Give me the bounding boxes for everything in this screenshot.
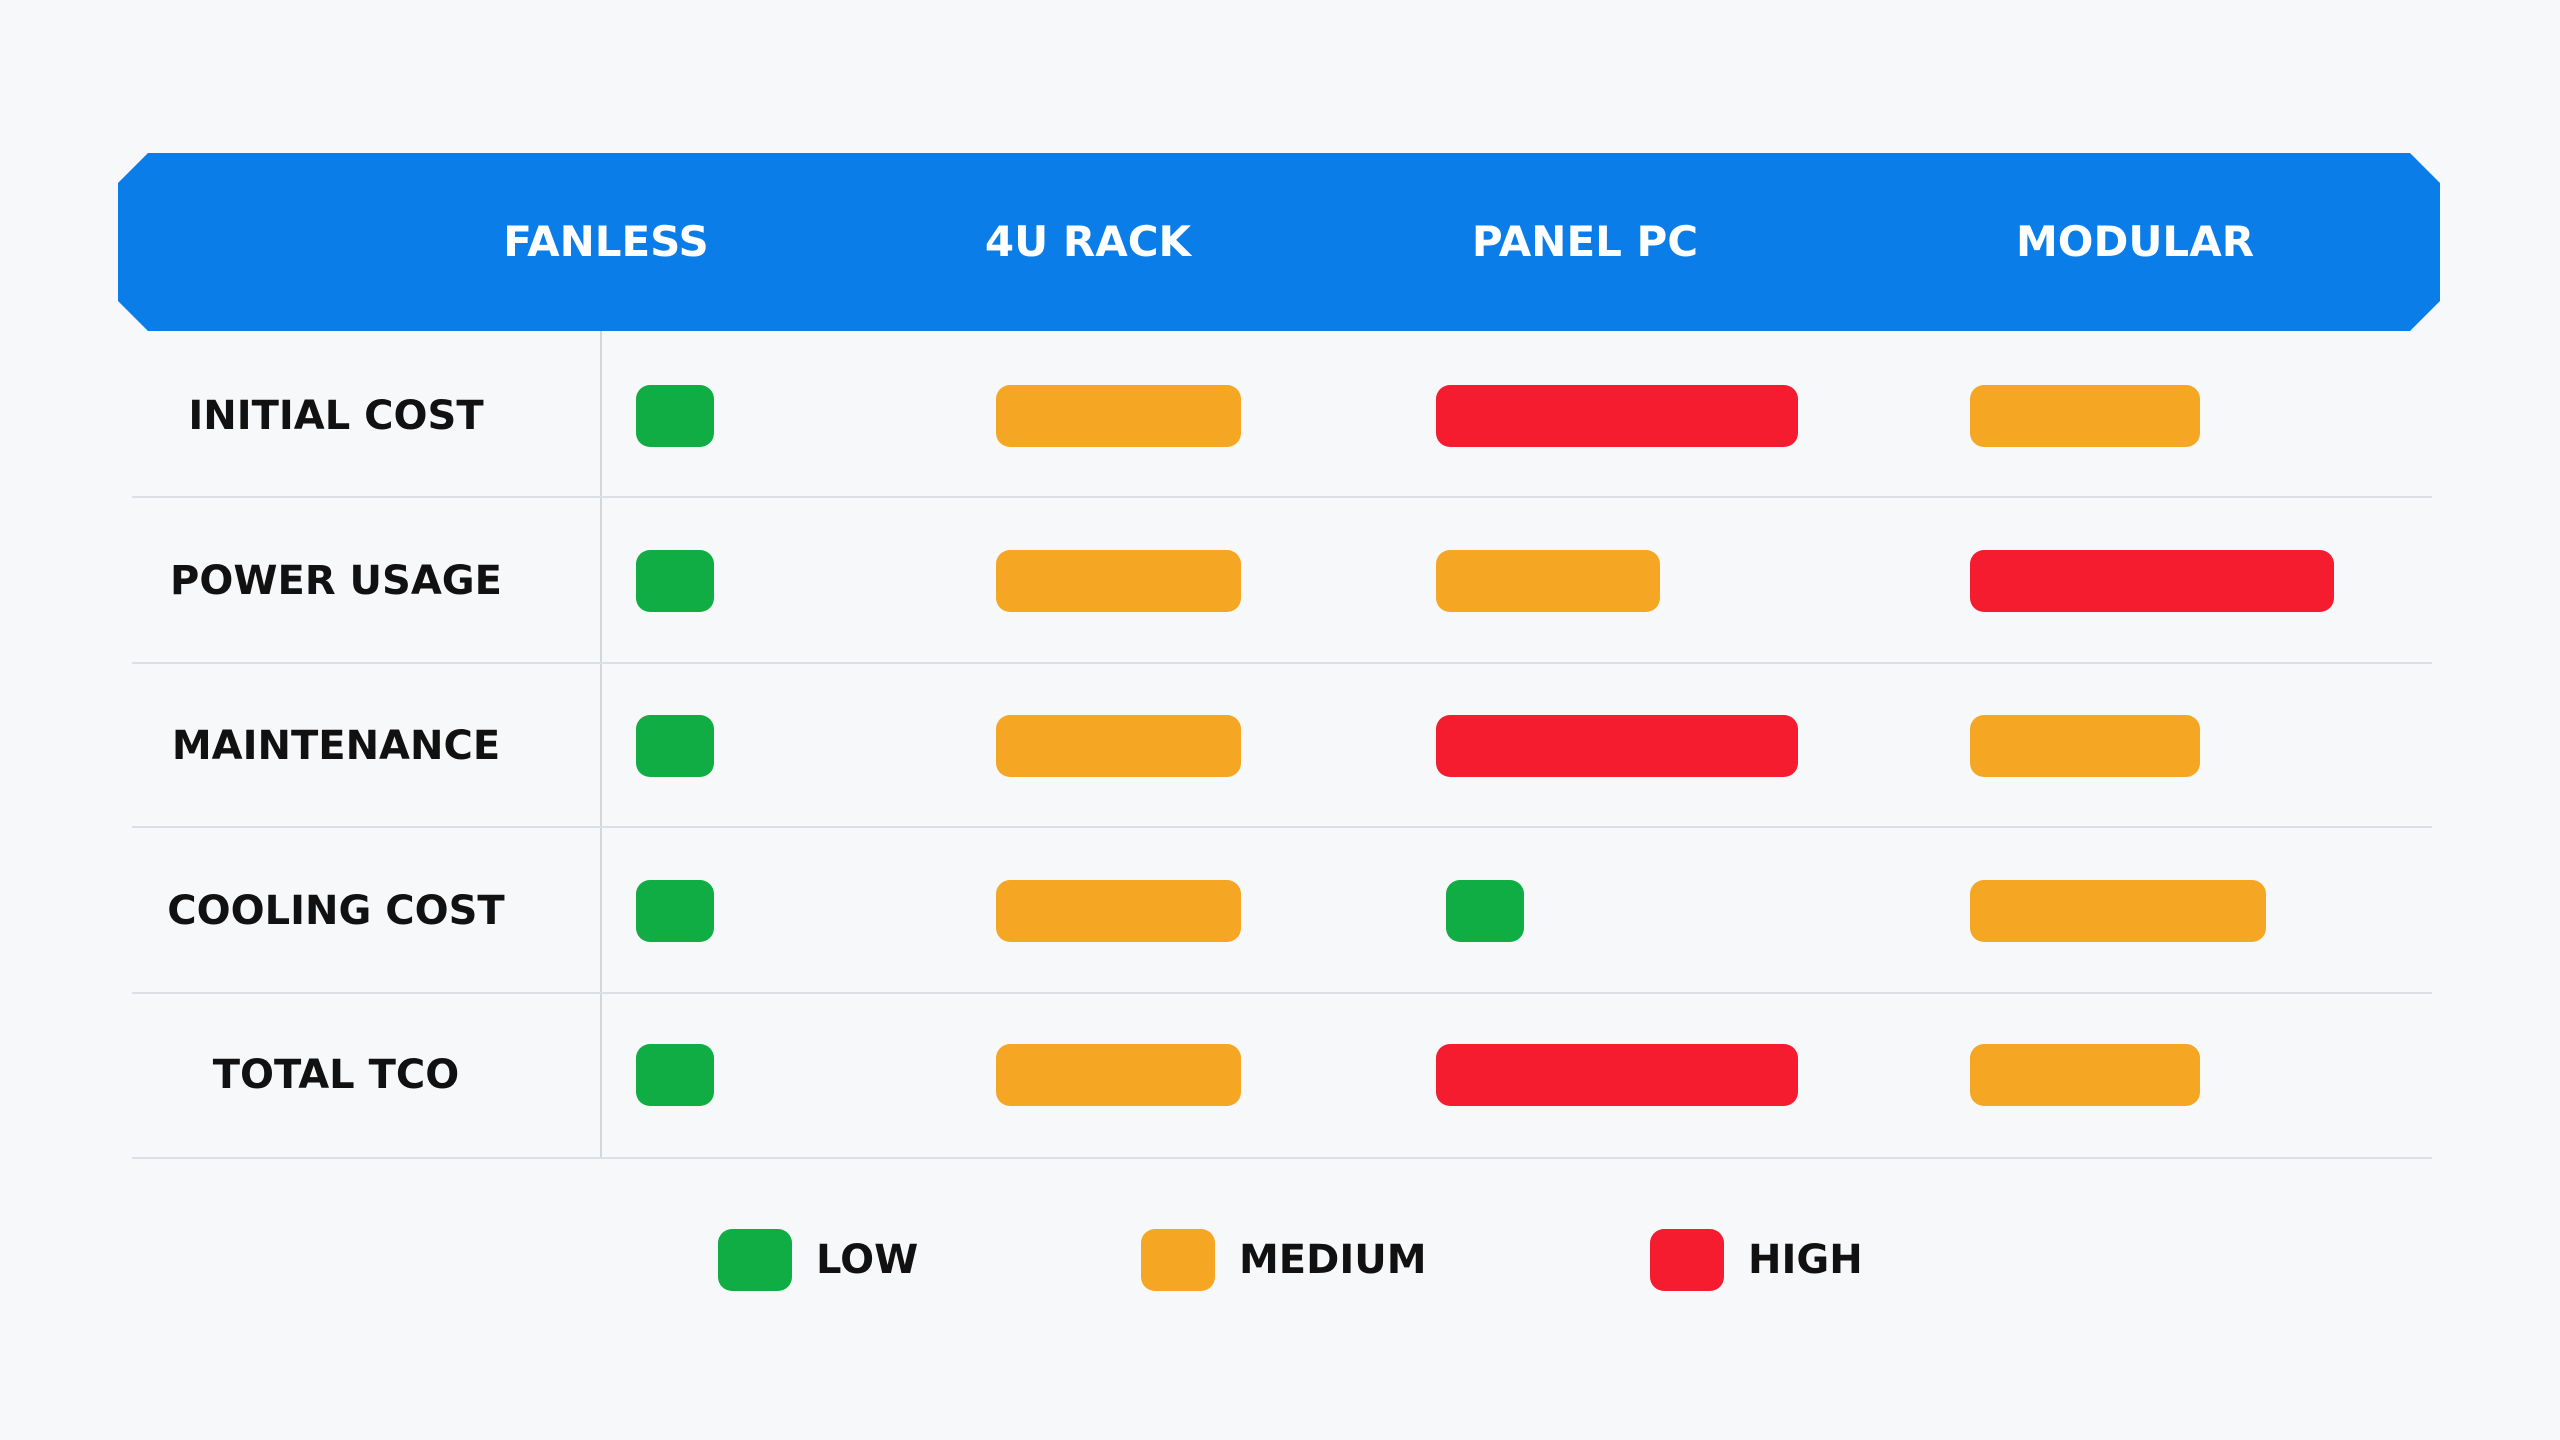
level-bar-high (1436, 1044, 1798, 1106)
level-bar-medium (996, 1044, 1241, 1106)
level-bar-low (1446, 880, 1524, 942)
column-header-panel-pc: PANEL PC (1471, 217, 1699, 266)
level-bar-medium (1970, 385, 2200, 447)
row-separator (132, 496, 2432, 498)
row-label-maintenance: MAINTENANCE (171, 723, 501, 769)
column-header-fanless: FANLESS (503, 217, 709, 266)
column-header-modular: MODULAR (2015, 217, 2255, 266)
level-bar-low (636, 880, 714, 942)
level-bar-medium (1436, 550, 1660, 612)
level-bar-medium (996, 715, 1241, 777)
label-column-divider (600, 331, 602, 1157)
level-bar-low (636, 715, 714, 777)
level-bar-medium (1970, 1044, 2200, 1106)
row-separator (132, 992, 2432, 994)
level-bar-high (1970, 550, 2334, 612)
row-label-power-usage: POWER USAGE (170, 558, 502, 604)
level-bar-low (636, 385, 714, 447)
row-label-cooling-cost: COOLING COST (167, 888, 505, 934)
row-separator (132, 1157, 2432, 1159)
legend-swatch-high (1650, 1229, 1724, 1291)
level-bar-low (636, 550, 714, 612)
level-bar-medium (1970, 715, 2200, 777)
row-separator (132, 662, 2432, 664)
level-bar-high (1436, 385, 1798, 447)
legend-label-low: LOW (816, 1237, 919, 1283)
row-separator (132, 826, 2432, 828)
table-header: FANLESS 4U RACK PANEL PC MODULAR (118, 153, 2440, 331)
legend-swatch-low (718, 1229, 792, 1291)
level-bar-medium (996, 880, 1241, 942)
legend-label-medium: MEDIUM (1239, 1237, 1427, 1283)
row-label-total-tco: TOTAL TCO (212, 1052, 460, 1098)
row-label-initial-cost: INITIAL COST (188, 393, 484, 439)
level-bar-medium (996, 385, 1241, 447)
legend-swatch-medium (1141, 1229, 1215, 1291)
level-bar-low (636, 1044, 714, 1106)
level-bar-medium (996, 550, 1241, 612)
legend-label-high: HIGH (1748, 1237, 1863, 1283)
level-bar-medium (1970, 880, 2266, 942)
column-header-4u-rack: 4U RACK (984, 217, 1192, 266)
level-bar-high (1436, 715, 1798, 777)
